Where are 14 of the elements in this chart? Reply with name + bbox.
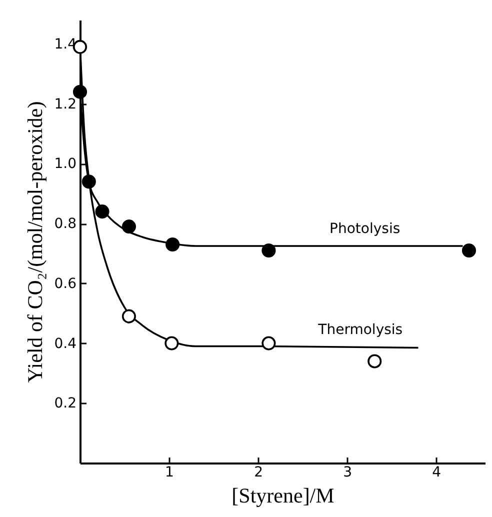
annotation: Photolysis bbox=[330, 220, 400, 237]
y-tick-label: 1.0 bbox=[54, 156, 76, 172]
y-tick-label: 0.2 bbox=[54, 396, 76, 412]
x-tick-label: 4 bbox=[432, 464, 442, 480]
x-axis-title: [Styrene]/M bbox=[232, 484, 335, 508]
y-tick-label: 0.8 bbox=[54, 216, 76, 232]
y-axis-title: Yield of CO₂/(mol/mol-peroxide) bbox=[23, 101, 48, 383]
y-tick-label: 0.4 bbox=[54, 336, 77, 352]
x-tick-label: 1 bbox=[165, 464, 174, 480]
y-tick-label: 1.2 bbox=[54, 96, 76, 112]
x-tick-label: 2 bbox=[254, 464, 263, 480]
x-tick-label: 3 bbox=[343, 464, 352, 480]
y-tick-label: 0.6 bbox=[54, 276, 77, 292]
annotation: Thermolysis bbox=[317, 322, 403, 338]
